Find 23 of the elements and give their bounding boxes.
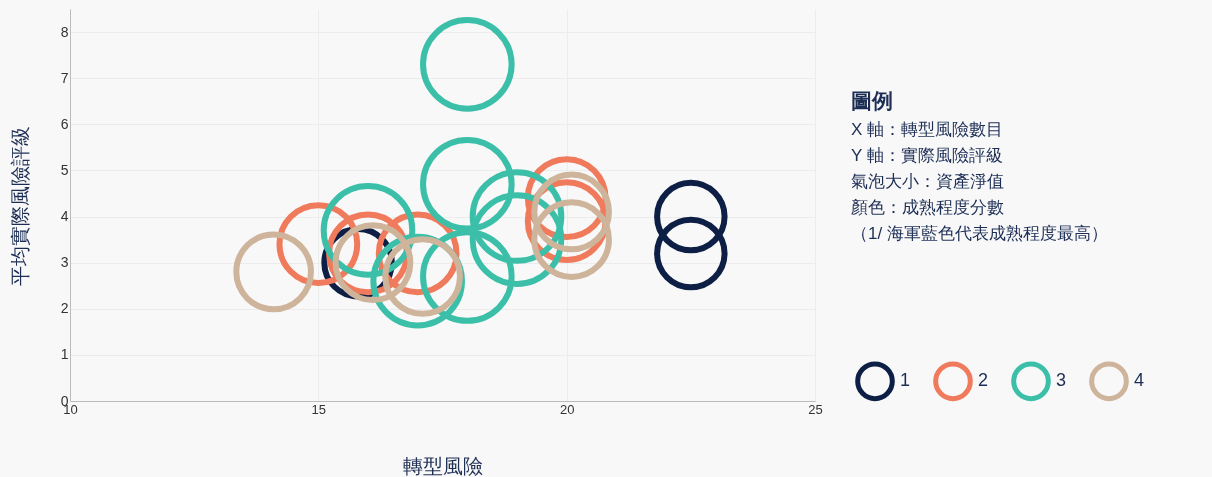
y-tick-label: 8 [60, 23, 69, 40]
text: 氣泡大小：資產淨值 [851, 172, 1004, 191]
x-tick-label: 15 [311, 401, 327, 417]
text: 圖例 [851, 89, 893, 112]
x-tick-label: 20 [559, 401, 575, 417]
legend-label: 3 [1056, 370, 1067, 391]
y-tick-label: 7 [60, 69, 69, 86]
x-axis-title: 轉型風險 [403, 454, 483, 477]
text: （1/ 海軍藍色代表成熟程度最高） [851, 224, 1108, 243]
text: X 軸：轉型風險數目 [851, 120, 1004, 139]
y-axis-title: 平均實際風險評級 [8, 125, 31, 286]
y-tick-label: 3 [60, 254, 69, 271]
legend-label: 4 [1134, 370, 1145, 391]
y-tick-label: 6 [60, 115, 69, 132]
y-tick-label: 4 [60, 208, 69, 225]
x-tick-label: 25 [808, 401, 823, 417]
y-tick-label: 1 [60, 346, 69, 363]
text: 顏色：成熟程度分數 [851, 198, 1004, 217]
legend-label: 2 [978, 370, 989, 391]
y-tick-label: 5 [60, 161, 69, 178]
y-tick-label: 2 [60, 300, 69, 317]
legend-label: 1 [900, 370, 911, 391]
text: Y 軸：實際風險評級 [851, 146, 1003, 165]
